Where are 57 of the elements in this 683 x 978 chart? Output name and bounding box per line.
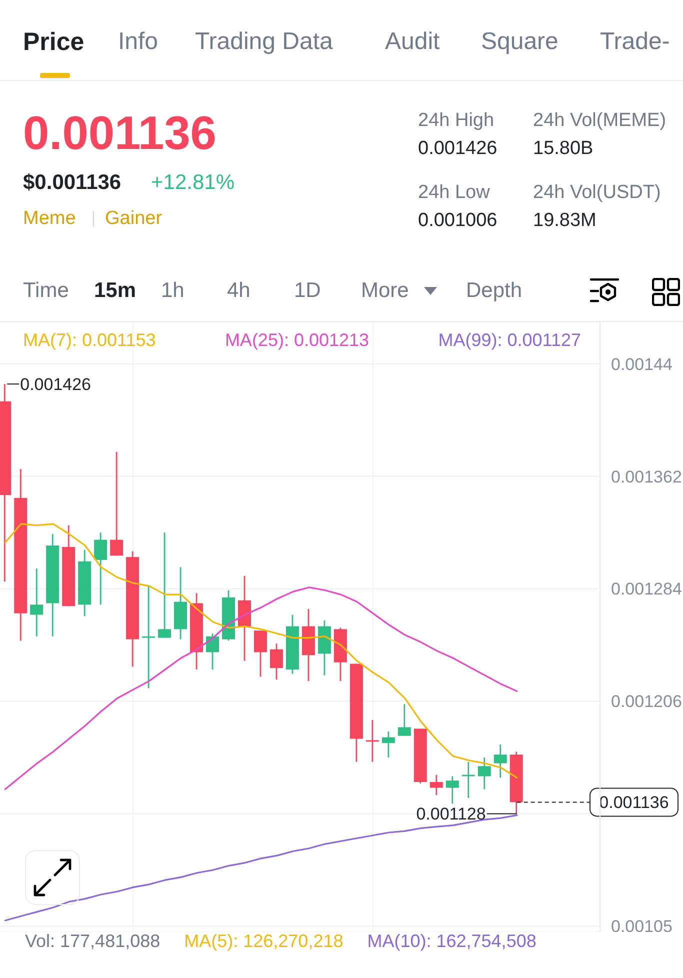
- text: 0.001426: [418, 138, 498, 160]
- candlestick: [478, 756, 491, 790]
- text: Price: [23, 27, 84, 57]
- annotation: MA(10): 162,754,508: [367, 930, 536, 952]
- text: 0.001136: [23, 104, 216, 161]
- text: Info: [118, 28, 158, 56]
- y-tick-label: 0.00105: [611, 917, 672, 936]
- candlestick: [158, 532, 172, 639]
- text: Time: [23, 278, 69, 304]
- text: Square: [481, 28, 558, 56]
- text: 24h High: [418, 110, 494, 132]
- candlestick: [254, 630, 267, 678]
- text: 0.001006: [418, 210, 498, 232]
- candlestick: [382, 730, 395, 758]
- text: 19.83M: [533, 210, 596, 232]
- candlestick: [398, 703, 411, 737]
- candlestick: [30, 568, 44, 638]
- text: 24h Low: [418, 182, 490, 204]
- text: MA(25): 0.001213: [224, 329, 370, 351]
- text: Depth: [466, 278, 522, 304]
- candlestick: [446, 776, 459, 804]
- text: +12.81%: [151, 170, 234, 196]
- text: Audit: [385, 28, 440, 56]
- y-tick-label: 0.001206: [611, 692, 682, 712]
- text: 15.80B: [533, 138, 594, 160]
- candlestick: [94, 532, 108, 606]
- text: Gainer: [105, 208, 162, 230]
- annotation: 0.001128: [416, 804, 486, 824]
- text: 24h Vol(MEME): [533, 110, 666, 132]
- text: 4h: [227, 278, 250, 304]
- text: Trade-: [600, 28, 670, 56]
- candlestick: [462, 761, 475, 799]
- ref-line-label: 0.001136: [599, 793, 669, 812]
- y-tick-label: 0.00144: [611, 354, 672, 374]
- text: $0.001136: [23, 170, 122, 196]
- annotation: MA(5): 126,270,218: [184, 930, 344, 952]
- annotation: Vol: 177,481,088: [25, 930, 160, 952]
- line-series: [4, 523, 518, 778]
- text: 1h: [161, 278, 184, 304]
- candlestick: [430, 774, 443, 796]
- candlestick: [110, 451, 124, 556]
- line-series: [4, 586, 518, 790]
- text: Trading Data: [195, 28, 333, 56]
- text: 1D: [294, 278, 321, 304]
- annotation: 0.001426: [20, 374, 92, 394]
- candlestick: [142, 585, 156, 689]
- candlestick: [366, 719, 379, 763]
- text: 24h Vol(USDT): [533, 182, 661, 204]
- text: Meme: [23, 208, 76, 230]
- y-tick-label: 0.001284: [611, 580, 682, 599]
- text: 15m: [94, 278, 136, 304]
- y-tick-label: 0.001362: [611, 467, 682, 486]
- candlestick: [270, 642, 283, 680]
- text: MA(99): 0.001127: [438, 329, 581, 351]
- text: More: [361, 278, 409, 304]
- text: MA(7): 0.001153: [23, 329, 156, 351]
- candlestick: [494, 744, 507, 778]
